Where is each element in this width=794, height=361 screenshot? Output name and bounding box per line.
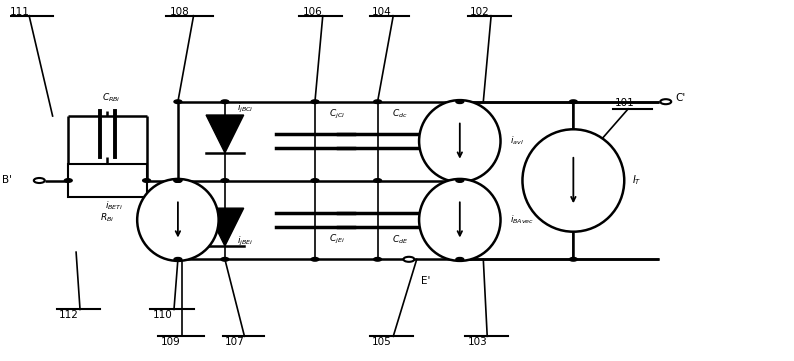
Text: 107: 107 bbox=[225, 337, 245, 347]
Text: $C_{dE}$: $C_{dE}$ bbox=[391, 233, 408, 246]
Text: $i_{BAvec}$: $i_{BAvec}$ bbox=[510, 214, 534, 226]
Circle shape bbox=[174, 257, 182, 261]
Text: B': B' bbox=[2, 175, 12, 186]
Circle shape bbox=[456, 179, 464, 182]
Circle shape bbox=[661, 99, 671, 104]
Text: 101: 101 bbox=[615, 99, 634, 109]
Circle shape bbox=[456, 100, 464, 104]
Polygon shape bbox=[206, 208, 244, 246]
Circle shape bbox=[374, 100, 381, 104]
Text: $C_{jEi}$: $C_{jEi}$ bbox=[329, 233, 345, 246]
Ellipse shape bbox=[137, 179, 218, 261]
Text: 108: 108 bbox=[170, 7, 190, 17]
Polygon shape bbox=[206, 115, 244, 153]
Text: 102: 102 bbox=[470, 7, 490, 17]
Circle shape bbox=[34, 178, 44, 183]
Circle shape bbox=[221, 100, 229, 104]
Text: 105: 105 bbox=[372, 337, 392, 347]
Text: 110: 110 bbox=[152, 310, 172, 320]
Text: 103: 103 bbox=[468, 337, 488, 347]
Circle shape bbox=[374, 257, 381, 261]
Circle shape bbox=[174, 179, 182, 182]
Text: $C_{RBi}$: $C_{RBi}$ bbox=[102, 92, 121, 104]
Text: 109: 109 bbox=[160, 337, 180, 347]
Circle shape bbox=[311, 100, 319, 104]
Ellipse shape bbox=[419, 100, 500, 182]
Circle shape bbox=[221, 257, 229, 261]
Circle shape bbox=[64, 179, 72, 182]
Text: $C_{dc}$: $C_{dc}$ bbox=[391, 108, 407, 121]
Text: $i_{BETi}$: $i_{BETi}$ bbox=[105, 199, 123, 212]
Text: 104: 104 bbox=[372, 7, 391, 17]
Bar bbox=[68, 164, 147, 197]
Circle shape bbox=[569, 257, 577, 261]
Ellipse shape bbox=[522, 129, 624, 232]
Circle shape bbox=[174, 179, 182, 182]
Text: 112: 112 bbox=[59, 310, 79, 320]
Text: 111: 111 bbox=[10, 7, 29, 17]
Circle shape bbox=[311, 257, 319, 261]
Text: E': E' bbox=[421, 276, 430, 286]
Text: $i_{avl}$: $i_{avl}$ bbox=[510, 135, 524, 147]
Circle shape bbox=[374, 179, 381, 182]
Circle shape bbox=[403, 257, 414, 262]
Text: C': C' bbox=[675, 93, 685, 103]
Circle shape bbox=[174, 100, 182, 104]
Text: $R_{Bi}$: $R_{Bi}$ bbox=[100, 212, 114, 225]
Text: $i_{jBEi}$: $i_{jBEi}$ bbox=[237, 235, 254, 248]
Ellipse shape bbox=[419, 179, 500, 261]
Text: $i_{jBCi}$: $i_{jBCi}$ bbox=[237, 102, 254, 116]
Text: B*: B* bbox=[154, 201, 165, 210]
Circle shape bbox=[569, 100, 577, 104]
Text: $C_{jCi}$: $C_{jCi}$ bbox=[329, 108, 345, 121]
Text: $I_T$: $I_T$ bbox=[632, 174, 642, 187]
Circle shape bbox=[456, 257, 464, 261]
Circle shape bbox=[143, 179, 151, 182]
Text: 106: 106 bbox=[303, 7, 323, 17]
Circle shape bbox=[221, 179, 229, 182]
Circle shape bbox=[311, 179, 319, 182]
